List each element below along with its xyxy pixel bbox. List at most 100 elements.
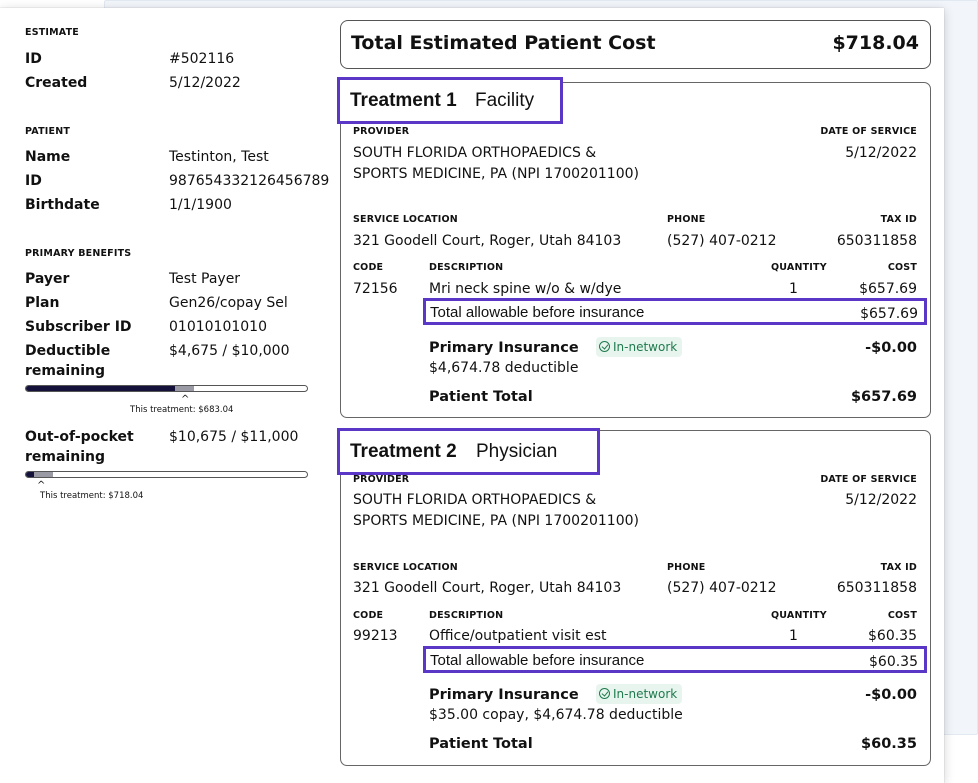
t1-phone-value: (527) 407-0212 <box>667 233 777 249</box>
treatment-card-2 <box>340 430 931 766</box>
oop-label: Out-of-pocket remaining <box>25 429 134 465</box>
oop-this-treatment: This treatment: $718.04 <box>40 491 144 501</box>
patient-id-value: 987654332126456789 <box>169 173 330 189</box>
t2-code-value: 99213 <box>353 628 398 644</box>
t2-location-heading: SERVICE LOCATION <box>353 562 458 573</box>
t1-allowable-value: $657.69 <box>860 306 918 322</box>
treatment-2-kind: Physician <box>476 441 558 462</box>
t2-cost-heading: COST <box>887 610 917 621</box>
t1-network-badge: In-network <box>596 337 683 357</box>
deductible-this-treatment-fill <box>174 386 195 391</box>
created-label: Created <box>25 75 88 91</box>
t1-insurance-value: -$0.00 <box>865 340 917 356</box>
estimate-sheet <box>0 8 944 783</box>
estimate-id-label: ID <box>25 51 42 67</box>
t2-qty-heading: QUANTITY <box>771 610 827 621</box>
t1-patient-total-value: $657.69 <box>850 389 917 405</box>
total-label: Total Estimated Patient Cost <box>351 32 656 54</box>
t1-allowable-row: Total allowable before insurance $657.69 <box>423 298 927 325</box>
t2-location-value: 321 Goodell Court, Roger, Utah 84103 <box>353 580 622 596</box>
oop-value: $10,675 / $11,000 <box>169 429 299 445</box>
t1-provider-value: SOUTH FLORIDA ORTHOPAEDICS & SPORTS MEDI… <box>353 145 639 182</box>
t1-insurance-label: Primary Insurance <box>429 340 579 356</box>
t2-code-heading: CODE <box>353 610 384 621</box>
t2-network-label: In-network <box>613 687 678 701</box>
treatment-2-title: Treatment 2 Physician <box>337 428 600 475</box>
t1-tax-heading: TAX ID <box>880 214 917 225</box>
plan-label: Plan <box>25 295 60 311</box>
estimate-id-value: #502116 <box>169 51 235 67</box>
t1-location-heading: SERVICE LOCATION <box>353 214 458 225</box>
t1-desc-heading: DESCRIPTION <box>429 262 504 273</box>
benefits-heading: PRIMARY BENEFITS <box>25 248 132 259</box>
t1-patient-total-label: Patient Total <box>429 389 533 405</box>
oop-progress-bar <box>25 471 308 478</box>
t1-dos-value: 5/12/2022 <box>845 145 917 161</box>
t2-qty-value: 1 <box>789 628 798 644</box>
total-estimated-cost-box: Total Estimated Patient Cost $718.04 <box>340 20 931 69</box>
t2-tax-value: 650311858 <box>836 580 917 596</box>
t1-cost-heading: COST <box>887 262 917 273</box>
patient-heading: PATIENT <box>25 126 71 137</box>
t1-cost-value: $657.69 <box>859 281 917 297</box>
created-value: 5/12/2022 <box>169 75 241 91</box>
total-value: $718.04 <box>832 32 919 54</box>
t1-qty-value: 1 <box>789 281 798 297</box>
t2-phone-heading: PHONE <box>667 562 706 573</box>
t2-patient-total-label: Patient Total <box>429 736 533 752</box>
t2-phone-value: (527) 407-0212 <box>667 580 777 596</box>
patient-name-value: Testinton, Test <box>169 149 269 165</box>
t1-phone-heading: PHONE <box>667 214 706 225</box>
t1-provider-heading: PROVIDER <box>353 126 410 137</box>
treatment-1-number: Treatment 1 <box>350 90 457 111</box>
t1-insurance-detail: $4,674.78 deductible <box>429 360 579 376</box>
deductible-value: $4,675 / $10,000 <box>169 343 290 359</box>
t2-desc-value: Office/outpatient visit est <box>429 628 607 644</box>
t1-dos-heading: DATE OF SERVICE <box>820 126 917 137</box>
t2-network-badge: In-network <box>596 684 683 704</box>
oop-caret-icon: ^ <box>37 480 46 491</box>
t2-insurance-label: Primary Insurance <box>429 687 579 703</box>
t1-allowable-label: Total allowable before insurance <box>430 304 645 321</box>
patient-id-label: ID <box>25 173 42 189</box>
birthdate-value: 1/1/1900 <box>169 197 232 213</box>
payer-label: Payer <box>25 271 70 287</box>
t2-patient-total-value: $60.35 <box>861 736 917 752</box>
oop-this-treatment-fill <box>34 472 53 477</box>
estimate-heading: ESTIMATE <box>25 27 79 38</box>
treatment-1-kind: Facility <box>475 90 535 111</box>
t1-tax-value: 650311858 <box>836 233 917 249</box>
t2-provider-value: SOUTH FLORIDA ORTHOPAEDICS & SPORTS MEDI… <box>353 492 639 529</box>
t2-allowable-label: Total allowable before insurance <box>430 652 645 669</box>
deductible-caret-icon: ^ <box>181 394 190 405</box>
t2-provider-heading: PROVIDER <box>353 474 410 485</box>
oop-used-fill <box>26 472 35 477</box>
deductible-used-fill <box>26 386 175 391</box>
treatment-card-1 <box>340 82 931 418</box>
t2-desc-heading: DESCRIPTION <box>429 610 504 621</box>
birthdate-label: Birthdate <box>25 197 100 213</box>
plan-value: Gen26/copay Sel <box>169 295 288 311</box>
treatment-1-title: Treatment 1 Facility <box>337 77 563 124</box>
t2-dos-value: 5/12/2022 <box>845 492 917 508</box>
check-circle-icon <box>599 341 610 352</box>
t2-allowable-row: Total allowable before insurance $60.35 <box>423 646 927 673</box>
t1-code-value: 72156 <box>353 281 398 297</box>
deductible-progress-bar <box>25 385 308 392</box>
t2-tax-heading: TAX ID <box>880 562 917 573</box>
t2-insurance-value: -$0.00 <box>865 687 917 703</box>
deductible-label: Deductible remaining <box>25 343 111 379</box>
patient-name-label: Name <box>25 149 71 165</box>
t2-allowable-value: $60.35 <box>869 654 918 670</box>
check-circle-icon <box>599 688 610 699</box>
t1-code-heading: CODE <box>353 262 384 273</box>
t1-location-value: 321 Goodell Court, Roger, Utah 84103 <box>353 233 622 249</box>
deductible-this-treatment: This treatment: $683.04 <box>130 405 234 415</box>
payer-value: Test Payer <box>169 271 241 287</box>
t2-dos-heading: DATE OF SERVICE <box>820 474 917 485</box>
subscriber-value: 01010101010 <box>169 319 267 335</box>
t1-network-label: In-network <box>613 340 678 354</box>
treatment-2-number: Treatment 2 <box>350 441 457 462</box>
t1-qty-heading: QUANTITY <box>771 262 827 273</box>
t1-desc-value: Mri neck spine w/o & w/dye <box>429 281 622 297</box>
